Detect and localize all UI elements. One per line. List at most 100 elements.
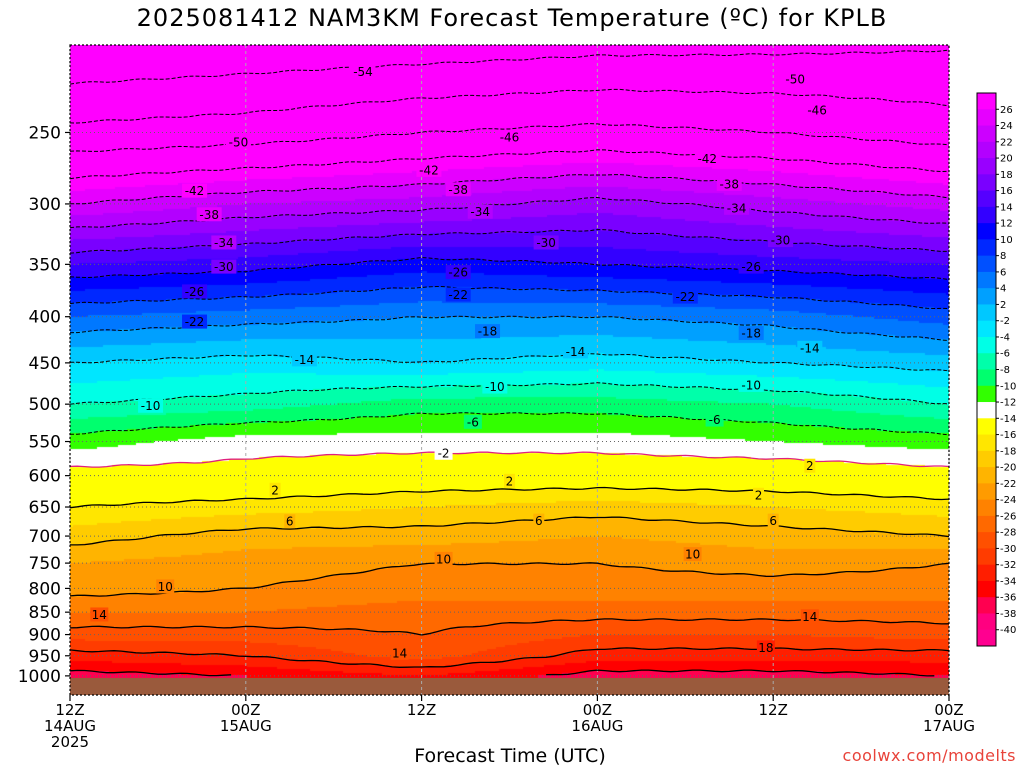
x-tick-label: 16AUG	[571, 717, 623, 735]
isotherm-line	[69, 123, 950, 152]
contour-label: 10	[158, 580, 173, 594]
y-tick-label: 250	[29, 123, 61, 143]
colorbar-swatch	[977, 174, 996, 192]
isotherm-line	[69, 451, 950, 468]
colorbar-label: -24	[1000, 495, 1016, 506]
contour-label: 2	[806, 459, 814, 473]
contour-label: -10	[741, 378, 761, 392]
contour-label-bg	[724, 200, 750, 215]
colorbar-label: -40	[1000, 625, 1016, 636]
contour-label: -42	[419, 163, 439, 177]
colorbar-label: -26	[1000, 511, 1016, 522]
contour-label: -38	[199, 208, 219, 222]
contour-label-bg	[445, 182, 471, 197]
contour-label-bg	[753, 487, 765, 502]
contour-label-bg	[434, 551, 453, 566]
colorbar-swatch	[977, 206, 996, 224]
colorbar-swatch	[977, 255, 996, 273]
contour-label-bg	[211, 235, 237, 250]
colorbar-label: 26	[1000, 105, 1013, 116]
contour-label: -6	[709, 413, 721, 427]
contour-label-bg	[196, 207, 222, 222]
isotherm-line	[69, 382, 950, 405]
colorbar-swatch	[977, 418, 996, 436]
isotherm-line	[70, 516, 950, 546]
colorbar-label: 24	[1000, 121, 1013, 132]
contour-label-bg	[182, 284, 208, 299]
plot-frame	[69, 44, 950, 696]
contour-label-bg	[482, 379, 508, 394]
colorbar-swatch	[977, 109, 996, 127]
contour-label: -14	[566, 345, 586, 359]
x-tick-label: 17AUG	[923, 717, 975, 735]
y-tick-label: 850	[29, 603, 61, 623]
y-tick-label: 750	[29, 554, 61, 574]
contour-label-bg	[269, 482, 281, 497]
contour-label-bg	[797, 340, 823, 355]
contour-label-bg	[434, 445, 453, 460]
contour-label: -42	[185, 184, 205, 198]
contour-label: 14	[392, 646, 407, 660]
contour-label-bg	[738, 259, 764, 274]
colorbar-label: 10	[1000, 235, 1013, 246]
y-tick-label: 1000	[18, 667, 61, 687]
x-axis-title: Forecast Time (UTC)	[414, 745, 606, 767]
colorbar-label: 16	[1000, 186, 1013, 197]
contour-label: 2	[755, 488, 763, 502]
x-tick-label: 12Z	[759, 701, 788, 719]
x-tick-label: 00Z	[231, 701, 260, 719]
contour-label-bg	[782, 71, 808, 86]
contour-label-bg	[504, 473, 515, 488]
colorbar-label: -10	[1000, 381, 1016, 392]
colorbar-swatch	[977, 564, 996, 582]
colorbar-label: -18	[1000, 446, 1016, 457]
colorbar-label: 18	[1000, 170, 1013, 181]
contour-label: -10	[141, 399, 161, 413]
contour-label: -26	[741, 260, 761, 274]
colorbar-swatch	[977, 515, 996, 533]
colorbar-swatch	[977, 158, 996, 175]
contour-label-bg	[90, 607, 109, 622]
contour-label-bg	[694, 151, 720, 166]
contour-label-bg	[138, 398, 164, 413]
colorbar-label: 22	[1000, 137, 1013, 148]
colorbar-swatch	[977, 499, 996, 517]
contour-label-bg	[756, 640, 775, 655]
y-tick-label: 400	[29, 308, 61, 328]
contour-label-bg	[672, 289, 698, 304]
colorbar-label: -38	[1000, 609, 1016, 620]
contour-label: -42	[697, 152, 717, 166]
contour-label: -10	[485, 380, 505, 394]
colorbar-swatch	[977, 93, 996, 110]
contour-label-bg	[533, 513, 545, 528]
colorbar-swatch	[977, 450, 996, 468]
colorbar-swatch	[977, 320, 996, 338]
colorbar-swatch	[977, 125, 996, 143]
colorbar-swatch	[977, 402, 996, 419]
contour-label: -18	[741, 327, 761, 341]
contour-label: -50	[229, 135, 249, 149]
colorbar-label: -8	[1000, 365, 1010, 376]
contour-label-bg	[390, 645, 409, 660]
y-tick-label: 600	[29, 467, 61, 487]
contour-label-bg	[767, 513, 779, 528]
y-tick-label: 800	[29, 579, 61, 599]
contour-label-bg	[497, 130, 522, 145]
isotherm-line	[69, 486, 950, 509]
colorbar-label: -28	[1000, 528, 1016, 539]
colorbar-swatch	[977, 434, 996, 452]
contour-label: -6	[467, 415, 479, 429]
colorbar-swatch	[977, 385, 996, 403]
contour-label-bg	[533, 235, 559, 250]
x-tick-label: 00Z	[934, 701, 963, 719]
contour-label: -22	[675, 290, 695, 304]
y-tick-label: 650	[29, 498, 61, 518]
contour-label-bg	[804, 458, 816, 473]
colorbar-swatch	[977, 271, 996, 289]
contour-label: -30	[771, 234, 791, 248]
contour-label-bg	[705, 412, 724, 427]
contour-label-bg	[738, 377, 764, 392]
contour-label: -34	[214, 236, 234, 250]
contour-label-bg	[683, 547, 702, 562]
y-tick-label: 950	[29, 647, 61, 667]
